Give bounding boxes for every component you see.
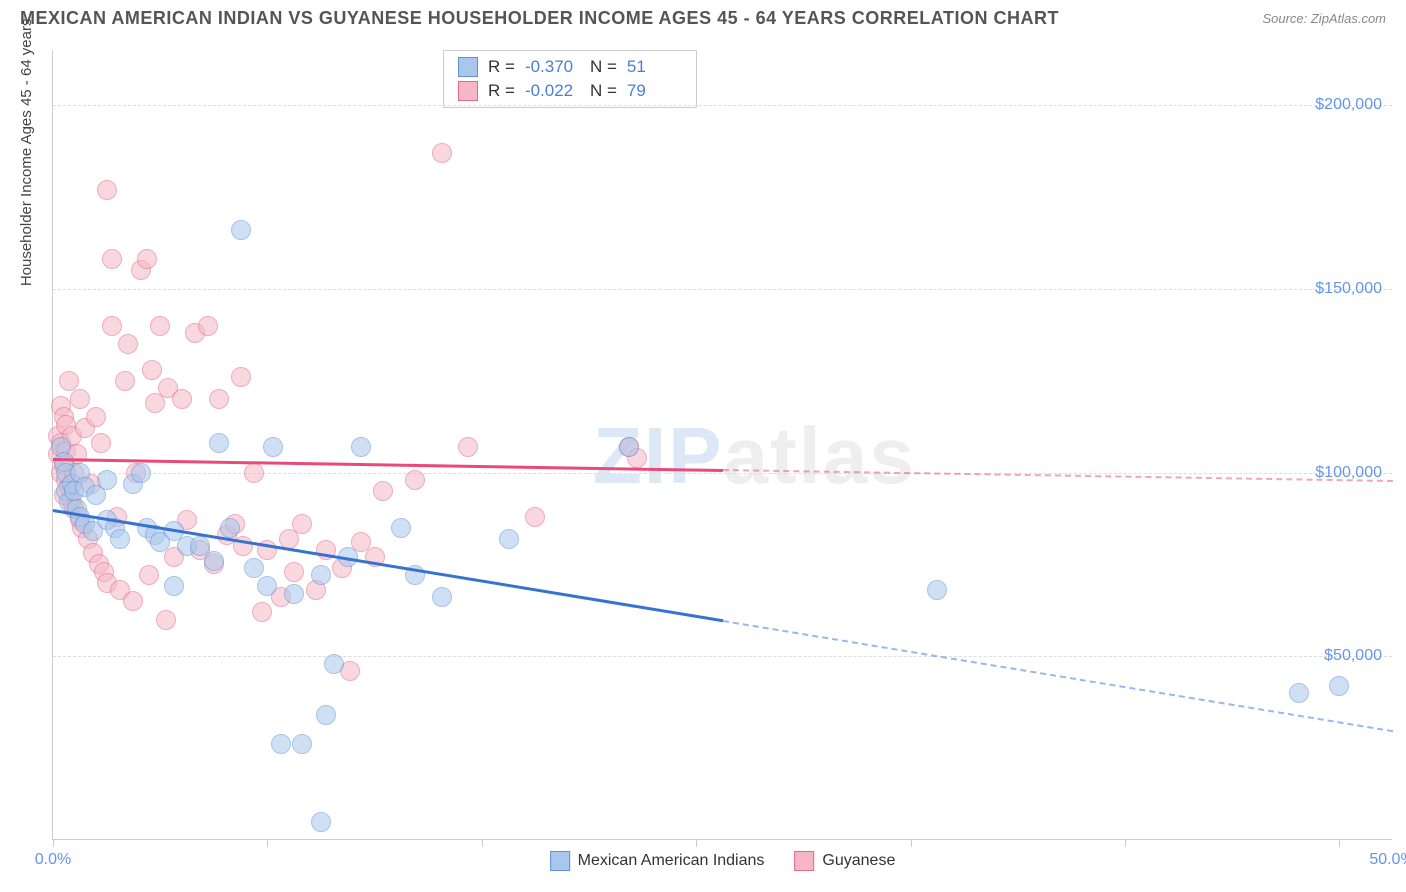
correlation-stats-box: R = -0.370 N = 51 R = -0.022 N = 79 bbox=[443, 50, 697, 108]
y-tick-label: $150,000 bbox=[1315, 280, 1382, 298]
data-point bbox=[97, 470, 117, 490]
trend-line-extrapolated bbox=[723, 469, 1393, 482]
data-point bbox=[373, 481, 393, 501]
data-point bbox=[252, 602, 272, 622]
data-point bbox=[198, 316, 218, 336]
gridline-h bbox=[53, 289, 1392, 290]
data-point bbox=[525, 507, 545, 527]
data-point bbox=[137, 249, 157, 269]
data-point bbox=[311, 565, 331, 585]
data-point bbox=[231, 367, 251, 387]
data-point bbox=[102, 316, 122, 336]
data-point bbox=[115, 371, 135, 391]
legend-item: Guyanese bbox=[794, 851, 895, 871]
data-point bbox=[244, 463, 264, 483]
data-point bbox=[209, 433, 229, 453]
x-tick bbox=[53, 839, 54, 847]
data-point bbox=[220, 518, 240, 538]
swatch-icon bbox=[794, 851, 814, 871]
x-min-label: 0.0% bbox=[35, 851, 71, 869]
chart-source: Source: ZipAtlas.com bbox=[1262, 11, 1386, 26]
data-point bbox=[156, 610, 176, 630]
data-point bbox=[204, 551, 224, 571]
data-point bbox=[70, 389, 90, 409]
stat-row: R = -0.022 N = 79 bbox=[444, 79, 696, 103]
data-point bbox=[405, 470, 425, 490]
gridline-h bbox=[53, 656, 1392, 657]
stat-r-label: R = bbox=[488, 81, 515, 101]
trend-line-extrapolated bbox=[723, 620, 1393, 732]
x-max-label: 50.0% bbox=[1369, 851, 1406, 869]
x-tick bbox=[1125, 839, 1126, 847]
data-point bbox=[123, 591, 143, 611]
data-point bbox=[351, 437, 371, 457]
data-point bbox=[131, 463, 151, 483]
data-point bbox=[91, 433, 111, 453]
data-point bbox=[172, 389, 192, 409]
data-point bbox=[271, 734, 291, 754]
data-point bbox=[257, 576, 277, 596]
data-point bbox=[209, 389, 229, 409]
data-point bbox=[118, 334, 138, 354]
swatch-icon bbox=[458, 81, 478, 101]
stat-r-value: -0.370 bbox=[525, 57, 580, 77]
data-point bbox=[139, 565, 159, 585]
scatter-chart: ZIPatlas R = -0.370 N = 51 R = -0.022 N … bbox=[52, 50, 1392, 840]
swatch-icon bbox=[458, 57, 478, 77]
data-point bbox=[458, 437, 478, 457]
data-point bbox=[142, 360, 162, 380]
trend-line bbox=[53, 458, 723, 472]
legend-item: Mexican American Indians bbox=[550, 851, 765, 871]
data-point bbox=[499, 529, 519, 549]
data-point bbox=[231, 220, 251, 240]
data-point bbox=[86, 407, 106, 427]
chart-title: MEXICAN AMERICAN INDIAN VS GUYANESE HOUS… bbox=[20, 8, 1059, 29]
data-point bbox=[263, 437, 283, 457]
data-point bbox=[316, 705, 336, 725]
data-point bbox=[311, 812, 331, 832]
data-point bbox=[324, 654, 344, 674]
stat-n-label: N = bbox=[590, 57, 617, 77]
y-tick-label: $50,000 bbox=[1324, 647, 1382, 665]
stat-n-label: N = bbox=[590, 81, 617, 101]
x-tick bbox=[482, 839, 483, 847]
data-point bbox=[432, 143, 452, 163]
data-point bbox=[110, 529, 130, 549]
data-point bbox=[292, 734, 312, 754]
data-point bbox=[1329, 676, 1349, 696]
data-point bbox=[432, 587, 452, 607]
x-tick bbox=[911, 839, 912, 847]
data-point bbox=[284, 584, 304, 604]
data-point bbox=[102, 249, 122, 269]
swatch-icon bbox=[550, 851, 570, 871]
gridline-h bbox=[53, 105, 1392, 106]
data-point bbox=[164, 576, 184, 596]
stat-r-label: R = bbox=[488, 57, 515, 77]
x-tick bbox=[696, 839, 697, 847]
x-tick bbox=[1339, 839, 1340, 847]
y-tick-label: $200,000 bbox=[1315, 96, 1382, 114]
stat-n-value: 79 bbox=[627, 81, 682, 101]
x-tick bbox=[267, 839, 268, 847]
data-point bbox=[619, 437, 639, 457]
data-point bbox=[391, 518, 411, 538]
data-point bbox=[284, 562, 304, 582]
data-point bbox=[97, 180, 117, 200]
data-point bbox=[244, 558, 264, 578]
stat-n-value: 51 bbox=[627, 57, 682, 77]
data-point bbox=[292, 514, 312, 534]
data-point bbox=[59, 371, 79, 391]
data-point bbox=[1289, 683, 1309, 703]
data-point bbox=[150, 316, 170, 336]
stat-r-value: -0.022 bbox=[525, 81, 580, 101]
legend-label: Mexican American Indians bbox=[578, 852, 765, 870]
legend-label: Guyanese bbox=[822, 852, 895, 870]
data-point bbox=[927, 580, 947, 600]
y-axis-title: Householder Income Ages 45 - 64 years bbox=[18, 19, 35, 287]
series-legend: Mexican American Indians Guyanese bbox=[550, 851, 896, 871]
stat-row: R = -0.370 N = 51 bbox=[444, 55, 696, 79]
